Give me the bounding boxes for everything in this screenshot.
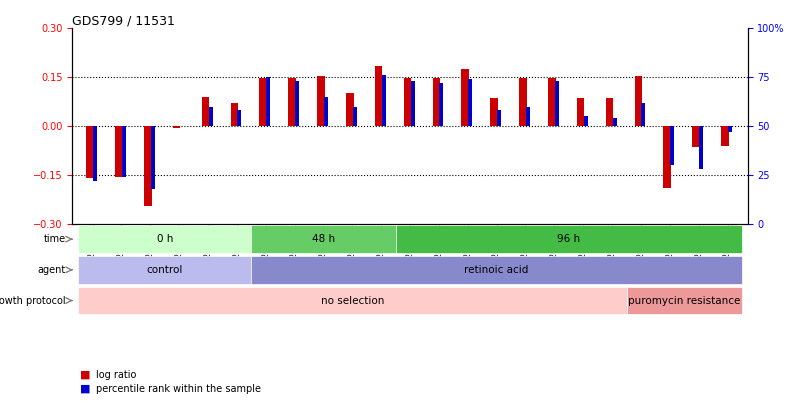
Bar (728, 126, 732, 132)
Bar (496, 111, 500, 126)
Text: retinoic acid: retinoic acid (464, 265, 528, 275)
Text: time: time (43, 234, 66, 244)
Bar (316, 76, 324, 126)
Bar (699, 126, 703, 169)
Text: ■: ■ (80, 370, 91, 379)
Bar (353, 107, 357, 126)
Text: agent: agent (37, 265, 66, 275)
Bar (381, 75, 385, 126)
Text: 0 h: 0 h (157, 234, 173, 244)
Bar (173, 126, 180, 128)
Bar (410, 81, 414, 126)
Bar (490, 98, 497, 126)
Bar (634, 76, 642, 126)
Bar (662, 126, 671, 188)
Bar (519, 78, 526, 126)
Text: puromycin resistance: puromycin resistance (627, 296, 740, 305)
Bar (202, 97, 209, 126)
Bar (324, 97, 328, 126)
Text: control: control (146, 265, 182, 275)
Bar (670, 126, 674, 165)
Bar (403, 78, 411, 126)
Bar (525, 107, 529, 126)
Bar (554, 81, 558, 126)
Bar (461, 69, 468, 126)
FancyBboxPatch shape (251, 225, 395, 253)
Text: log ratio: log ratio (96, 370, 137, 379)
Bar (577, 98, 584, 126)
FancyBboxPatch shape (78, 225, 251, 253)
Bar (151, 126, 155, 189)
Bar (720, 126, 728, 146)
Bar (93, 126, 97, 181)
Bar (345, 94, 353, 126)
FancyBboxPatch shape (395, 225, 741, 253)
Text: ■: ■ (80, 384, 91, 394)
Bar (641, 102, 645, 126)
Text: 48 h: 48 h (312, 234, 335, 244)
FancyBboxPatch shape (251, 256, 741, 284)
Text: growth protocol: growth protocol (0, 296, 66, 305)
Bar (612, 118, 616, 126)
Bar (295, 81, 299, 126)
Bar (605, 98, 613, 126)
Bar (548, 78, 555, 126)
FancyBboxPatch shape (626, 287, 741, 314)
Bar (374, 66, 382, 126)
Bar (266, 77, 270, 126)
Text: no selection: no selection (320, 296, 384, 305)
Bar (86, 126, 94, 178)
Bar (288, 78, 296, 126)
FancyBboxPatch shape (78, 256, 251, 284)
Bar (432, 78, 439, 126)
FancyBboxPatch shape (78, 287, 626, 314)
Bar (208, 107, 212, 126)
Bar (230, 103, 238, 126)
Text: 96 h: 96 h (556, 234, 580, 244)
Bar (144, 126, 151, 206)
Bar (439, 83, 443, 126)
Text: GDS799 / 11531: GDS799 / 11531 (72, 14, 175, 27)
Bar (583, 116, 587, 126)
Bar (259, 78, 267, 126)
Bar (122, 126, 126, 177)
Bar (691, 126, 699, 147)
Bar (467, 79, 471, 126)
Bar (237, 111, 241, 126)
Bar (115, 126, 123, 177)
Text: percentile rank within the sample: percentile rank within the sample (96, 384, 261, 394)
